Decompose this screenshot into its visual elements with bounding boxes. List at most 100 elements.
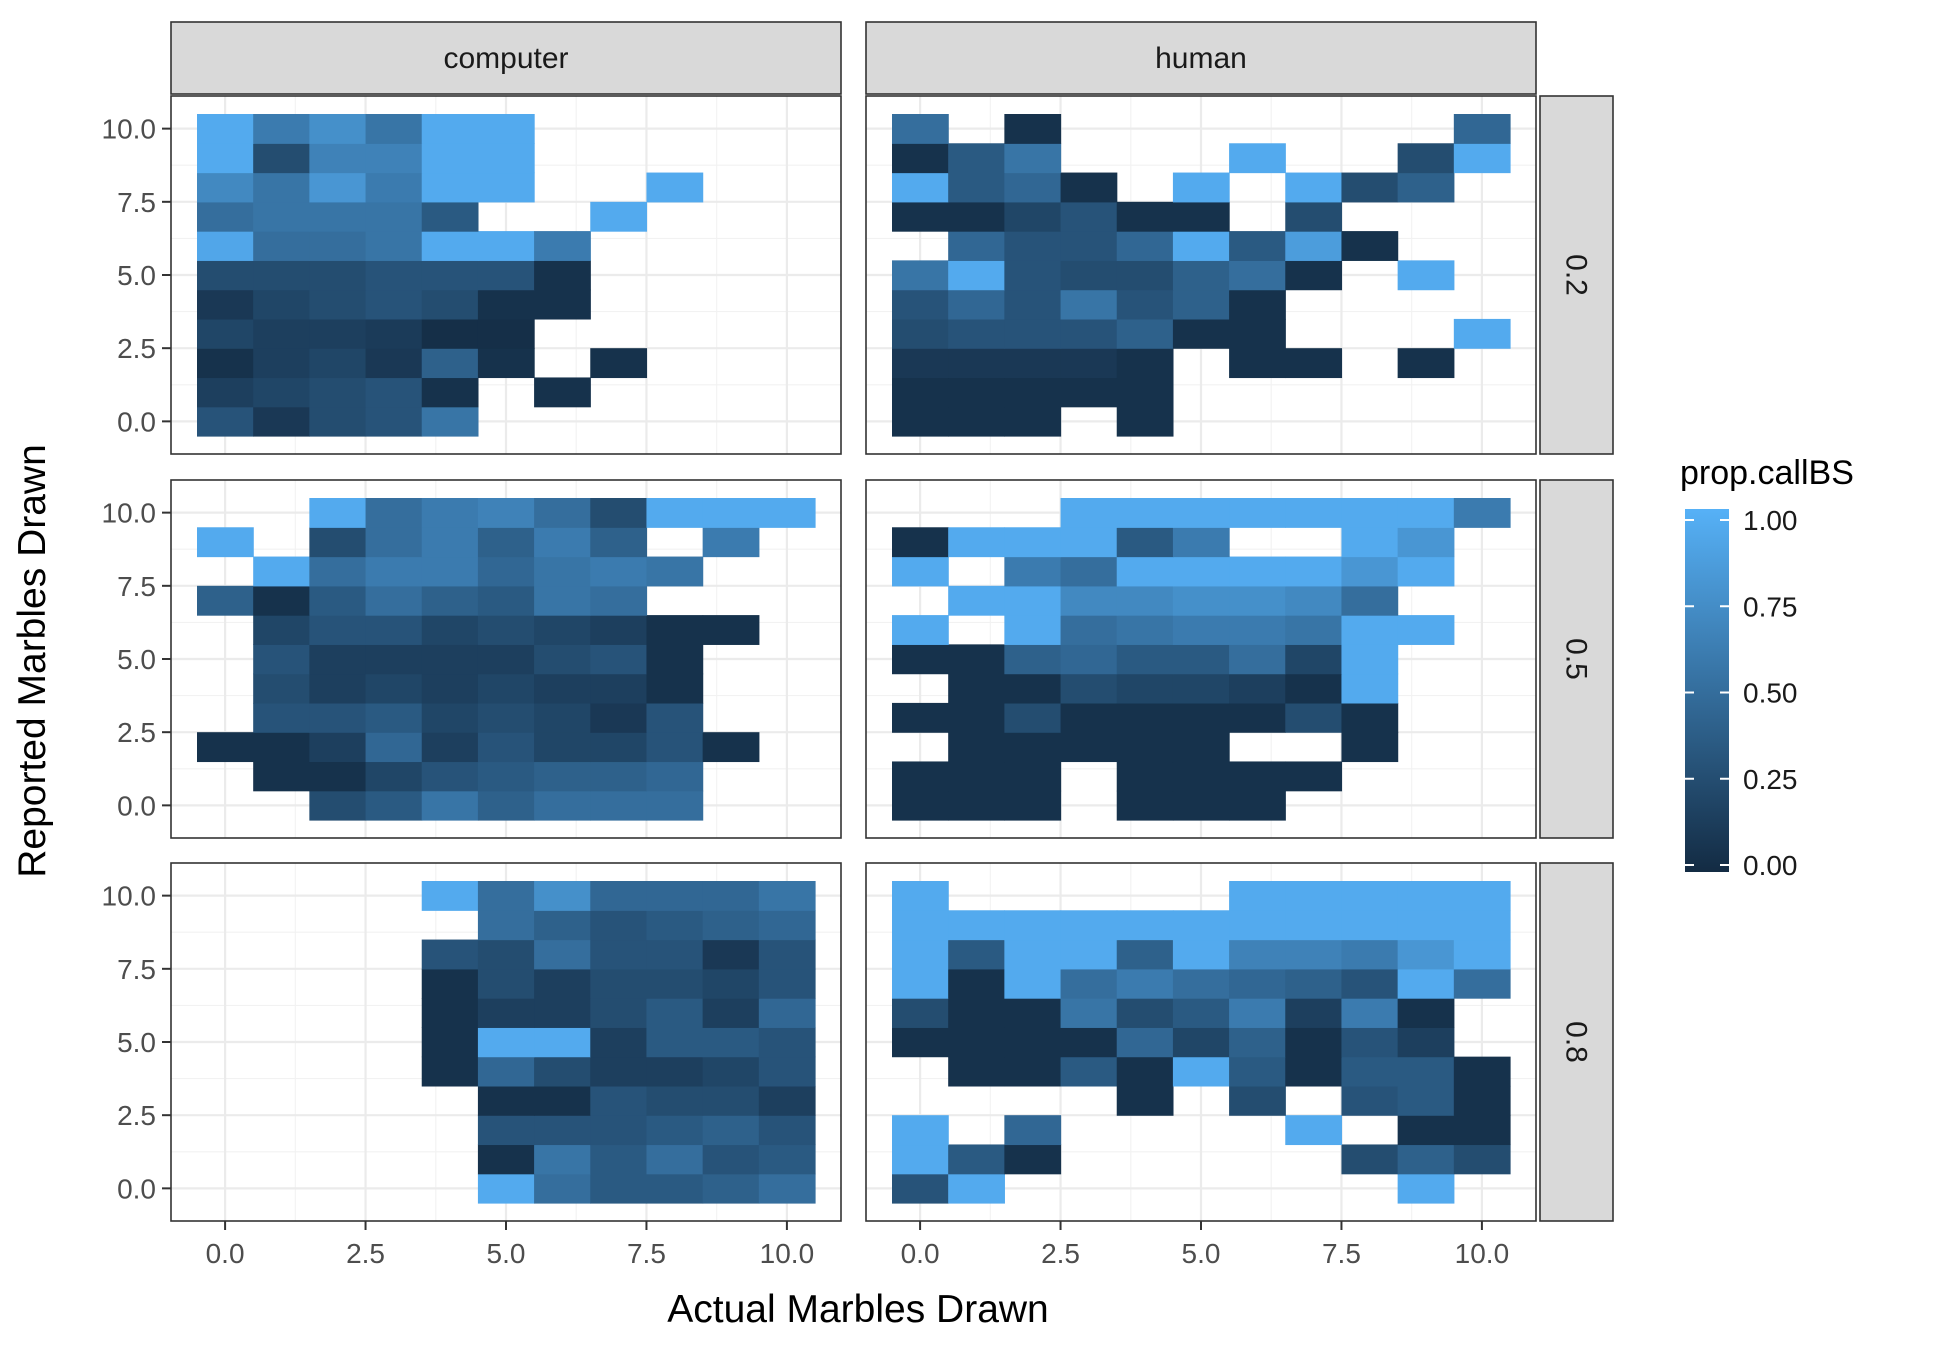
- heatmap-tile: [1116, 761, 1174, 792]
- heatmap-tile: [421, 881, 479, 911]
- heatmap-tile: [309, 201, 367, 232]
- heatmap-tile: [948, 998, 1005, 1028]
- heatmap-tile: [892, 201, 949, 232]
- heatmap-tile: [1453, 968, 1511, 999]
- strip-background: [1539, 862, 1614, 1222]
- heatmap-tile: [892, 318, 949, 349]
- heatmap-tile: [421, 114, 479, 144]
- heatmap-tile: [477, 231, 535, 261]
- heatmap-tile: [1004, 644, 1062, 675]
- heatmap-tile: [1397, 881, 1455, 911]
- legend: prop.callBS 1.00 0.75 0.50 0.25 0.00: [1680, 454, 1854, 881]
- heatmap-tile: [1453, 939, 1511, 970]
- heatmap-tile: [1229, 1056, 1286, 1087]
- y-tick-label: 0.0: [117, 1173, 156, 1204]
- heatmap-tile: [534, 1056, 591, 1087]
- heatmap-tile: [892, 702, 949, 733]
- heatmap-tile: [1229, 615, 1286, 645]
- heatmap-tile: [1397, 527, 1455, 558]
- heatmap-tile: [702, 1056, 760, 1087]
- heatmap-tile: [1004, 143, 1062, 174]
- heatmap-tile: [477, 498, 535, 528]
- heatmap-tile: [365, 732, 423, 763]
- heatmap-tile: [892, 1027, 949, 1058]
- heatmap-tile: [1229, 1027, 1286, 1058]
- heatmap-tile: [1285, 1027, 1343, 1058]
- heatmap-tile: [253, 377, 310, 408]
- heatmap-tile: [1341, 615, 1399, 645]
- heatmap-tile: [1229, 556, 1286, 587]
- heatmap-tile: [253, 673, 310, 704]
- heatmap-tile: [1060, 498, 1118, 528]
- heatmap-tile: [309, 172, 367, 203]
- heatmap-tile: [1004, 910, 1062, 941]
- heatmap-tile: [948, 231, 1005, 261]
- heatmap-tile: [309, 114, 367, 144]
- heatmap-tile: [892, 114, 949, 144]
- legend-title: prop.callBS: [1680, 454, 1854, 492]
- heatmap-tile: [1060, 377, 1118, 408]
- heatmap-tile: [590, 201, 648, 232]
- y-tick-label: 5.0: [117, 1027, 156, 1058]
- x-tick-label: 2.5: [1041, 1238, 1080, 1269]
- heatmap-tile: [1116, 348, 1174, 379]
- heatmap-tile: [477, 673, 535, 704]
- heatmap-tile: [477, 114, 535, 144]
- heatmap-tile: [421, 790, 479, 821]
- heatmap-tile: [892, 1144, 949, 1175]
- heatmap-tile: [534, 1085, 591, 1116]
- heatmap-tile: [1060, 318, 1118, 349]
- strip-label: 0.2: [1560, 254, 1593, 296]
- heatmap-tile: [646, 1115, 704, 1146]
- heatmap-tile: [1397, 939, 1455, 970]
- heatmap-tile: [1116, 260, 1174, 291]
- x-tick-label: 7.5: [627, 1238, 666, 1269]
- heatmap-tile: [948, 377, 1005, 408]
- heatmap-tile: [1453, 910, 1511, 941]
- heatmap-tile: [892, 968, 949, 999]
- heatmap-tile: [1172, 968, 1230, 999]
- heatmap-tile: [1004, 377, 1062, 408]
- heatmap-tile: [309, 644, 367, 675]
- heatmap-tile: [948, 201, 1005, 232]
- heatmap-tile: [421, 406, 479, 437]
- heatmap-tile: [590, 881, 648, 911]
- heatmap-tile: [1172, 498, 1230, 528]
- heatmap-tile: [534, 615, 591, 645]
- heatmap-tile: [1285, 498, 1343, 528]
- heatmap-tile: [477, 968, 535, 999]
- heatmap-tile: [892, 348, 949, 379]
- heatmap-tile: [1397, 910, 1455, 941]
- heatmap-tile: [1397, 556, 1455, 587]
- strip-label: 0.5: [1560, 638, 1593, 680]
- x-tick-label: 0.0: [206, 1238, 245, 1269]
- heatmap-tile: [1285, 702, 1343, 733]
- heatmap-tile: [253, 406, 310, 437]
- heatmap-tile: [365, 377, 423, 408]
- heatmap-tile: [421, 556, 479, 587]
- heatmap-tile: [309, 377, 367, 408]
- heatmap-tile: [590, 527, 648, 558]
- heatmap-tile: [758, 498, 816, 528]
- heatmap-tile: [253, 615, 310, 645]
- heatmap-tile: [477, 615, 535, 645]
- heatmap-tile: [1004, 939, 1062, 970]
- heatmap-tile: [253, 289, 310, 320]
- heatmap-tile: [365, 527, 423, 558]
- heatmap-tile: [1229, 910, 1286, 941]
- heatmap-tile: [1004, 289, 1062, 320]
- heatmap-tile: [477, 1027, 535, 1058]
- heatmap-tile: [1172, 289, 1230, 320]
- heatmap-tile: [253, 318, 310, 349]
- legend-label: 0.25: [1743, 764, 1798, 795]
- heatmap-tile: [1116, 585, 1174, 616]
- heatmap-tile: [1285, 761, 1343, 792]
- heatmap-tile: [253, 702, 310, 733]
- heatmap-tile: [1172, 1027, 1230, 1058]
- heatmap-tile: [1285, 1056, 1343, 1087]
- heatmap-tile: [477, 318, 535, 349]
- heatmap-tile: [421, 673, 479, 704]
- heatmap-tile: [1060, 615, 1118, 645]
- heatmap-tile: [1060, 348, 1118, 379]
- heatmap-tile: [590, 1085, 648, 1116]
